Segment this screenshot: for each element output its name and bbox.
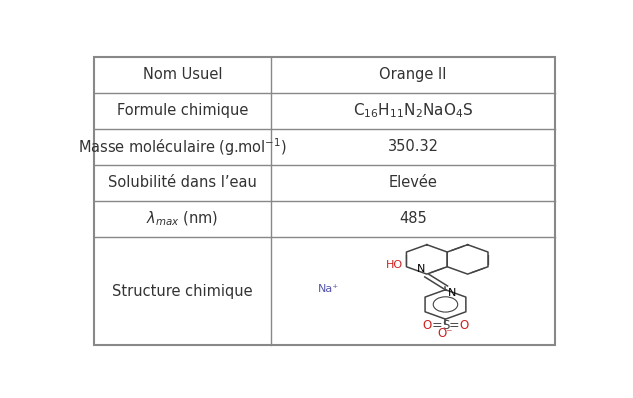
Text: N: N: [448, 289, 456, 298]
Text: O⁻: O⁻: [437, 328, 453, 340]
Text: $\mathregular{C_{16}H_{11}N_2NaO_4S}$: $\mathregular{C_{16}H_{11}N_2NaO_4S}$: [353, 101, 473, 120]
Text: =: =: [431, 319, 442, 332]
Text: S: S: [442, 319, 449, 332]
Text: Structure chimique: Structure chimique: [112, 283, 253, 298]
FancyBboxPatch shape: [94, 57, 555, 345]
Text: Na⁺: Na⁺: [318, 284, 339, 294]
Text: Nom Usuel: Nom Usuel: [143, 67, 222, 82]
Text: 485: 485: [399, 211, 427, 226]
Text: Elevée: Elevée: [389, 176, 437, 191]
Text: Masse moléculaire (g.mol$^{-1}$): Masse moléculaire (g.mol$^{-1}$): [78, 136, 287, 158]
Text: N: N: [417, 264, 425, 274]
Text: HO: HO: [385, 260, 403, 270]
Text: Orange II: Orange II: [379, 67, 447, 82]
Text: Formule chimique: Formule chimique: [117, 103, 248, 119]
Text: $\lambda_{max}$ (nm): $\lambda_{max}$ (nm): [146, 210, 219, 228]
Text: O: O: [460, 319, 468, 332]
Text: 350.32: 350.32: [387, 139, 439, 154]
Text: Solubilité dans l’eau: Solubilité dans l’eau: [108, 176, 257, 191]
Text: =: =: [449, 319, 460, 332]
Text: O: O: [422, 319, 432, 332]
